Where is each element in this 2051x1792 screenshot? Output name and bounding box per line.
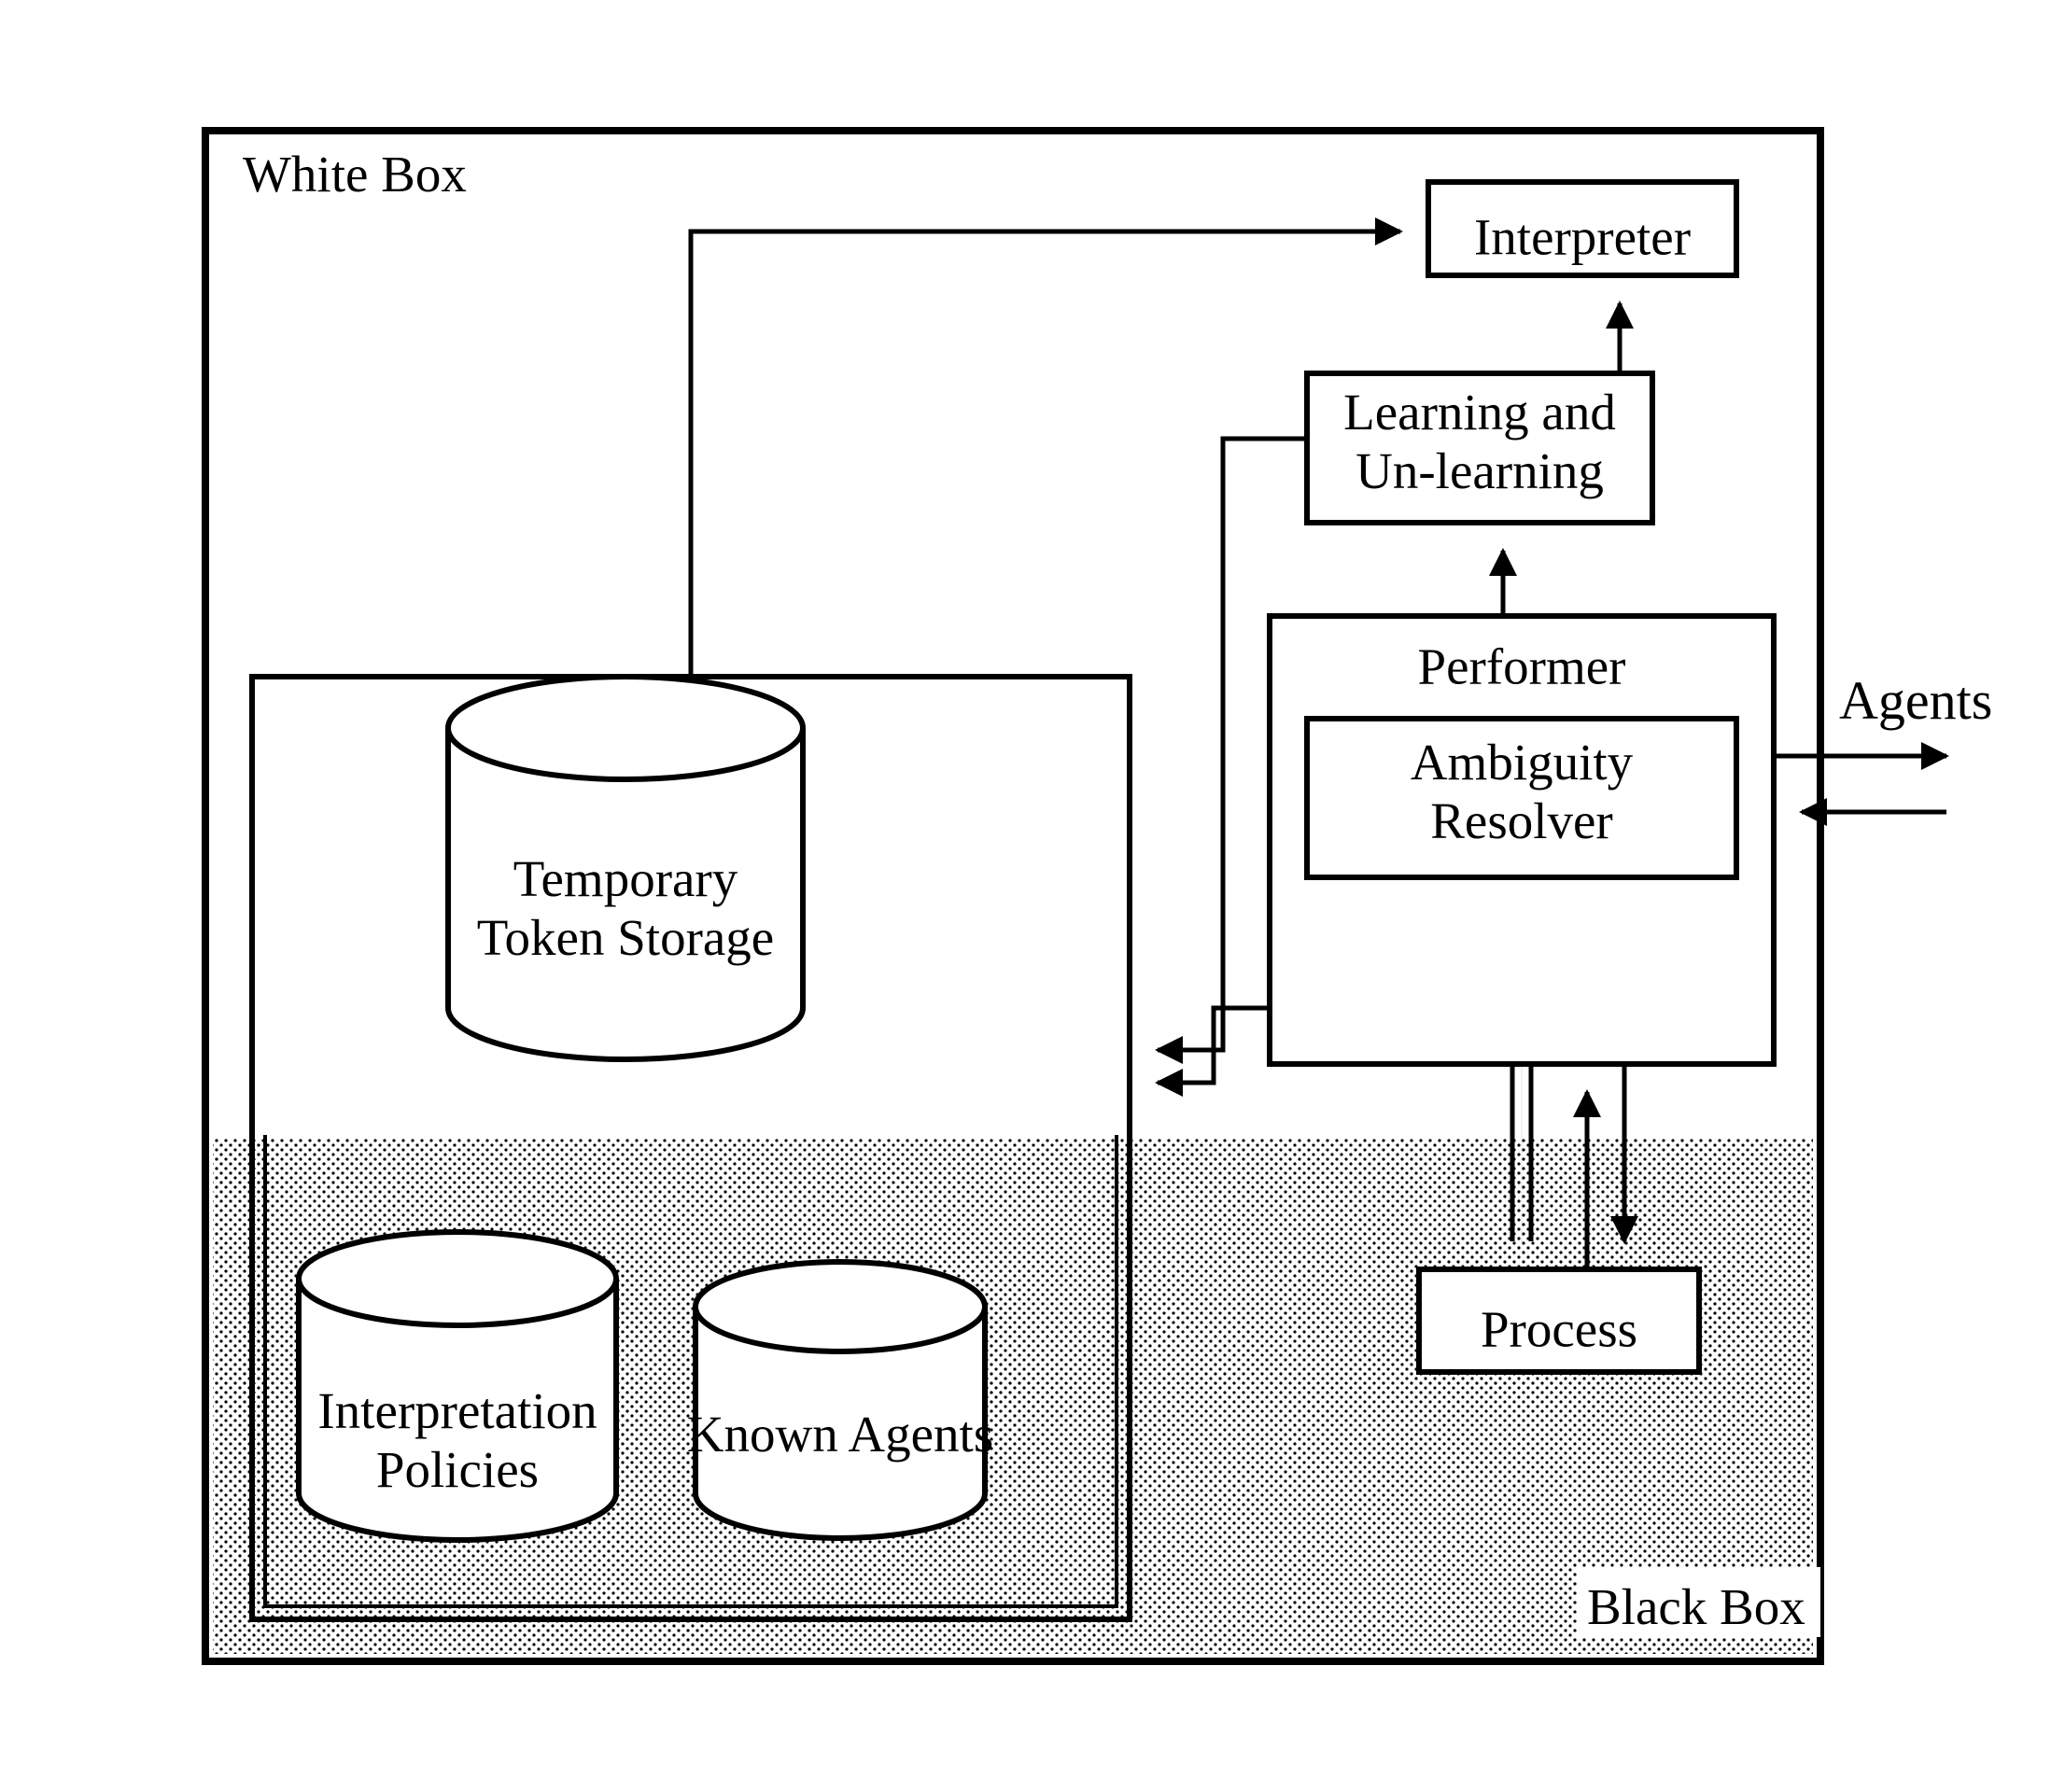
- svg-text:Black Box: Black Box: [1587, 1578, 1805, 1635]
- learning: Learning andUn-learning: [1307, 373, 1652, 523]
- svg-text:Known Agents: Known Agents: [687, 1406, 993, 1463]
- svg-text:Policies: Policies: [376, 1441, 539, 1498]
- agents-label: Agents: [1839, 670, 1992, 731]
- svg-text:Temporary: Temporary: [513, 850, 738, 907]
- svg-text:Un-learning: Un-learning: [1356, 442, 1604, 499]
- process: Process: [1419, 1269, 1699, 1372]
- white-box-title: White Box: [243, 146, 467, 203]
- svg-text:Interpretation: Interpretation: [317, 1382, 597, 1439]
- known-agents: Known Agents: [687, 1262, 993, 1538]
- svg-text:Ambiguity: Ambiguity: [1411, 734, 1634, 791]
- svg-text:Performer: Performer: [1418, 638, 1626, 695]
- ambiguity-resolver: AmbiguityResolver: [1307, 719, 1736, 877]
- svg-text:Token Storage: Token Storage: [477, 909, 774, 966]
- svg-text:Interpreter: Interpreter: [1474, 209, 1691, 266]
- black-box-label: Black Box: [1578, 1567, 1820, 1637]
- svg-text:Process: Process: [1481, 1301, 1637, 1358]
- interpreter: Interpreter: [1428, 182, 1736, 275]
- svg-text:Resolver: Resolver: [1430, 792, 1613, 849]
- svg-text:Learning and: Learning and: [1343, 384, 1616, 441]
- interpretation-policies: InterpretationPolicies: [299, 1232, 616, 1540]
- temp-token-storage: TemporaryToken Storage: [448, 677, 803, 1059]
- edge-performer-to-storage: [1158, 1008, 1270, 1083]
- edge-storage-to-interpreter: [691, 231, 1400, 677]
